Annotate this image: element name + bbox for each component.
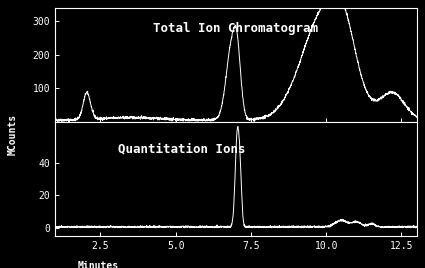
Text: MCounts: MCounts xyxy=(8,113,18,155)
X-axis label: Minutes: Minutes xyxy=(78,261,119,268)
Text: Total Ion Chromatogram: Total Ion Chromatogram xyxy=(153,22,318,35)
Text: Quantitation Ions: Quantitation Ions xyxy=(118,143,245,155)
